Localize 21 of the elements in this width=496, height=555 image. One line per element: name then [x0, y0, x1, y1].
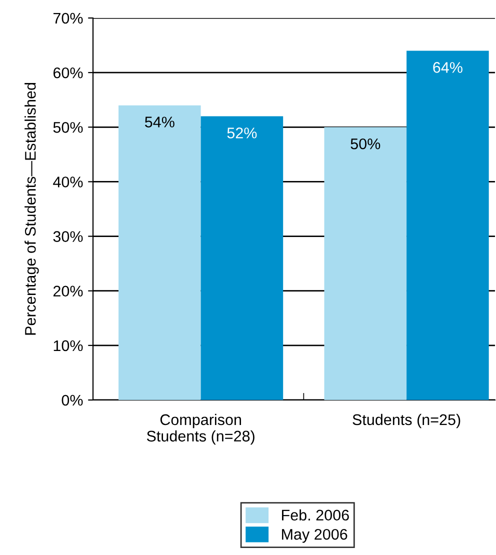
legend-label: Feb. 2006	[282, 509, 349, 521]
bar	[324, 127, 407, 400]
bar	[406, 50, 489, 400]
y-tick-label: 50%	[53, 122, 83, 133]
x-tick-label: Students (n=25)	[352, 414, 460, 428]
y-tick-label: 40%	[53, 176, 83, 188]
y-tick-label: 30%	[53, 231, 83, 242]
bar	[200, 116, 284, 400]
y-tick-label: 20%	[53, 286, 83, 297]
y-tick-label: 70%	[53, 12, 83, 24]
y-tick-label: 60%	[53, 67, 83, 78]
bar	[118, 105, 201, 400]
text: 52%	[227, 128, 257, 138]
y-tick-label: 0%	[62, 394, 83, 406]
x-tick-label: Comparison Students (n=28)	[146, 414, 254, 445]
text: 64%	[433, 62, 462, 73]
text: 54%	[144, 116, 174, 128]
y-tick-label: 10%	[54, 340, 83, 352]
y-axis-title: Percentage of Students—Established	[24, 83, 39, 335]
legend-label: May 2006	[282, 528, 348, 543]
text: 50%	[350, 138, 380, 150]
